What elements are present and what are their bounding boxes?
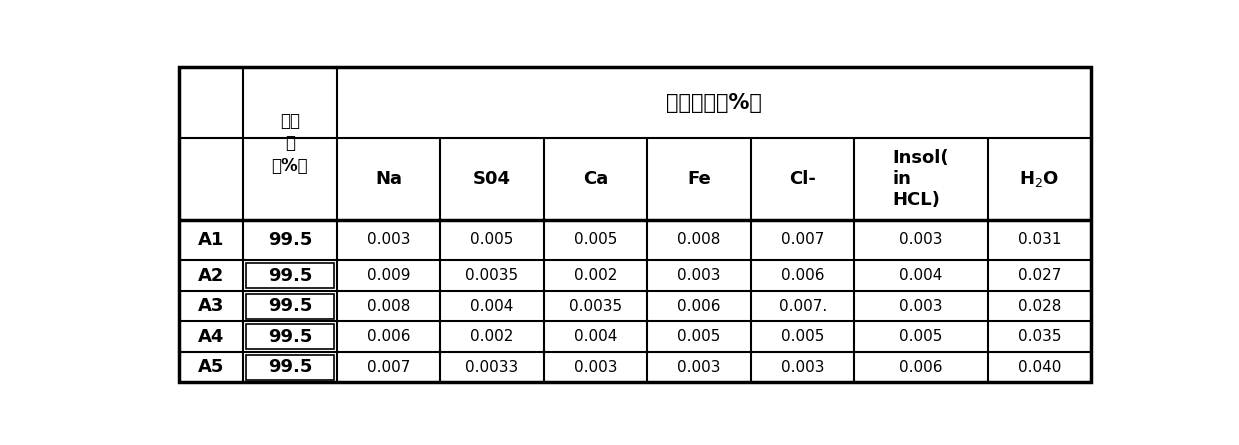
Text: 主含
量
（%）: 主含 量 （%） <box>271 112 309 174</box>
Text: H$_2$O: H$_2$O <box>1020 169 1059 189</box>
Text: 0.0033: 0.0033 <box>466 360 519 375</box>
Text: 0.007.: 0.007. <box>778 299 826 314</box>
Text: 0.006: 0.006 <box>781 268 824 283</box>
Text: 0.040: 0.040 <box>1017 360 1061 375</box>
Text: 0.005: 0.005 <box>678 329 721 344</box>
Bar <box>245 324 333 349</box>
Text: 0.002: 0.002 <box>574 268 617 283</box>
Text: 0.008: 0.008 <box>678 232 721 247</box>
Text: Insol(
in
HCL): Insol( in HCL) <box>892 149 949 209</box>
Text: 0.005: 0.005 <box>781 329 824 344</box>
Text: 99.5: 99.5 <box>268 328 312 346</box>
Text: 0.006: 0.006 <box>678 299 721 314</box>
Text: 0.035: 0.035 <box>1017 329 1061 344</box>
Text: 0.003: 0.003 <box>367 232 410 247</box>
Text: 99.5: 99.5 <box>268 297 312 315</box>
Text: 0.004: 0.004 <box>900 268 943 283</box>
Bar <box>245 294 333 319</box>
Text: 0.007: 0.007 <box>781 232 824 247</box>
Text: 0.002: 0.002 <box>471 329 514 344</box>
Text: 0.006: 0.006 <box>900 360 943 375</box>
Text: 0.0035: 0.0035 <box>569 299 622 314</box>
Text: Na: Na <box>375 170 401 188</box>
Text: 99.5: 99.5 <box>268 231 312 249</box>
Bar <box>245 263 333 288</box>
Text: A4: A4 <box>198 328 224 346</box>
Text: A3: A3 <box>198 297 224 315</box>
Text: 0.003: 0.003 <box>574 360 617 375</box>
Text: 0.0035: 0.0035 <box>466 268 519 283</box>
Text: Cl-: Cl- <box>789 170 817 188</box>
Text: A2: A2 <box>198 267 224 284</box>
Text: 0.007: 0.007 <box>367 360 410 375</box>
Text: 0.003: 0.003 <box>678 268 721 283</box>
Bar <box>245 355 333 380</box>
Text: 0.003: 0.003 <box>900 299 943 314</box>
Text: 0.005: 0.005 <box>471 232 514 247</box>
Text: Fe: Fe <box>688 170 711 188</box>
Text: 0.004: 0.004 <box>574 329 617 344</box>
Text: 0.003: 0.003 <box>900 232 943 247</box>
Text: A5: A5 <box>198 358 224 376</box>
Text: 0.028: 0.028 <box>1017 299 1061 314</box>
Text: 0.008: 0.008 <box>367 299 410 314</box>
Text: Ca: Ca <box>582 170 608 188</box>
Text: 0.003: 0.003 <box>781 360 824 375</box>
Text: 99.5: 99.5 <box>268 267 312 284</box>
Text: 0.005: 0.005 <box>574 232 617 247</box>
Text: 杂质指标（%）: 杂质指标（%） <box>665 93 762 113</box>
Text: 0.005: 0.005 <box>900 329 943 344</box>
Text: 0.004: 0.004 <box>471 299 514 314</box>
Text: 0.009: 0.009 <box>367 268 410 283</box>
Text: 99.5: 99.5 <box>268 358 312 376</box>
Text: 0.031: 0.031 <box>1017 232 1061 247</box>
Text: A1: A1 <box>198 231 224 249</box>
Text: 0.006: 0.006 <box>367 329 410 344</box>
Text: 0.003: 0.003 <box>678 360 721 375</box>
Text: S04: S04 <box>473 170 510 188</box>
Text: 0.027: 0.027 <box>1017 268 1061 283</box>
